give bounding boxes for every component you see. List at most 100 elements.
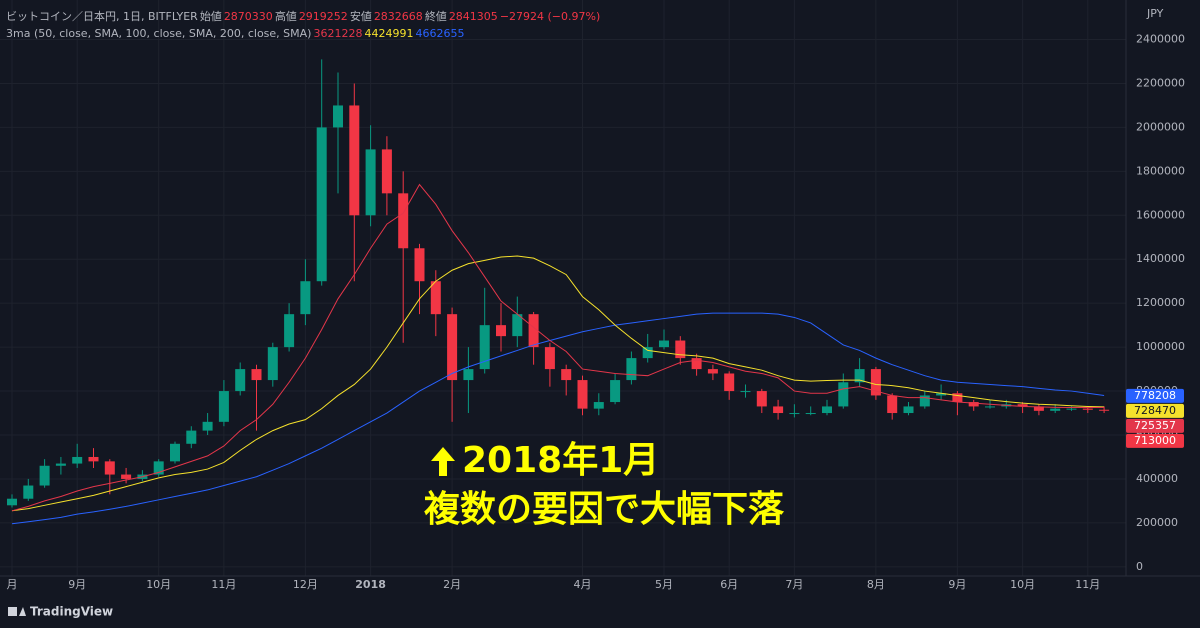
candle-body <box>121 474 132 479</box>
ohlc-name: 始値 <box>199 10 222 23</box>
price-tag <box>1126 403 1184 418</box>
ohlc-name: 高値 <box>274 10 297 23</box>
candle-body <box>724 373 735 392</box>
y-tick-label: 1400000 <box>1136 252 1185 265</box>
candle-body <box>887 395 898 414</box>
candle-body <box>170 443 180 462</box>
candle-body <box>7 498 17 506</box>
candle-body <box>398 193 409 249</box>
x-tick-label: 2月 <box>443 578 461 591</box>
logo-icon <box>19 607 26 616</box>
candle-body <box>968 402 979 407</box>
ohlc-value: 2870330 <box>223 10 273 23</box>
candle-body <box>88 456 99 462</box>
indicator-value: 4662655 <box>415 27 465 40</box>
candle-body <box>55 463 66 466</box>
candle-body <box>626 358 637 381</box>
candle-body <box>267 347 278 381</box>
legend: ビットコイン／日本円, 1日, BITFLYER 始値 2870330 高値 29192… <box>6 8 602 42</box>
candle-body <box>153 461 164 475</box>
y-tick-label: 1200000 <box>1136 296 1185 309</box>
x-tick-label: 8月 <box>867 578 885 591</box>
legend-line: 3ma (50, close, SMA, 100, close, SMA, 20… <box>6 25 602 42</box>
candle-body <box>952 393 963 403</box>
price-tag-label: 728470 <box>1134 404 1176 417</box>
ma-line <box>11 183 1105 512</box>
y-tick-label: 2400000 <box>1136 33 1185 46</box>
brand: TradingView <box>30 605 113 619</box>
ohlc-value: 2841305 <box>448 10 498 23</box>
candle-body <box>496 325 506 337</box>
x-tick-label: 月 <box>7 578 18 591</box>
y-tick-label: 0 <box>1136 560 1143 573</box>
x-tick-label: 11月 <box>1075 578 1100 591</box>
candle-body <box>528 314 539 348</box>
candle-body <box>691 358 702 370</box>
candle-body <box>463 369 474 381</box>
candle-body <box>805 413 816 415</box>
x-tick-label: 7月 <box>785 578 803 591</box>
x-tick-label: 6月 <box>720 578 738 591</box>
y-tick-label: 200000 <box>1136 516 1178 529</box>
candle-body <box>789 413 800 415</box>
candle-body <box>1033 406 1044 411</box>
price-tag-label: 778208 <box>1134 389 1176 402</box>
candle-body <box>610 380 621 403</box>
indicator-value: 3621228 <box>313 27 363 40</box>
candle-body <box>577 380 588 409</box>
annotation: 2018年1月 <box>462 440 659 481</box>
y-tick-label: 1600000 <box>1136 208 1185 221</box>
ma-line <box>11 312 1105 525</box>
candle-body <box>414 248 425 282</box>
x-tick-label: 5月 <box>655 578 673 591</box>
annotation: 複数の要因で大幅下落 <box>424 489 785 530</box>
price-tag-label: 713000 <box>1134 434 1176 447</box>
candle-body <box>854 369 865 383</box>
candle-body <box>870 369 881 396</box>
candle-body <box>544 347 555 370</box>
plot <box>0 0 1126 576</box>
candle-body <box>300 281 311 315</box>
candle-body <box>707 369 718 374</box>
candle-body <box>349 105 360 216</box>
candle-body <box>251 369 262 381</box>
candle-body <box>333 105 343 128</box>
candle-body <box>316 127 327 282</box>
candle-body <box>675 340 686 359</box>
candle-body <box>561 369 572 381</box>
y-tick-label: 2000000 <box>1136 120 1185 133</box>
candle-body <box>284 314 295 348</box>
candle-body <box>479 325 490 370</box>
ohlc-value: 2832668 <box>373 10 423 23</box>
ohlc-name: 安値 <box>349 10 372 23</box>
candle-body <box>39 465 50 486</box>
ma-line <box>11 255 1105 512</box>
candle-body <box>919 395 930 407</box>
x-tick-label: 11月 <box>211 578 236 591</box>
candle-body <box>1050 408 1061 411</box>
x-tick-label: 10月 <box>146 578 171 591</box>
change: −27924 (−0.97%) <box>499 10 601 23</box>
ohlc-value: 2919252 <box>298 10 348 23</box>
candle-body <box>104 461 115 475</box>
x-tick-label: 12月 <box>293 578 318 591</box>
logo: TradingView <box>8 605 113 619</box>
candle-body <box>512 314 523 337</box>
candle-body <box>218 391 229 422</box>
candle-body <box>1066 408 1077 410</box>
price-tag <box>1126 433 1184 448</box>
indicator-name: 3ma (50, close, SMA, 100, close, SMA, 20… <box>6 27 312 40</box>
annotation-arrow <box>431 447 455 476</box>
candle-body <box>1082 408 1093 410</box>
y-tick-label: 2200000 <box>1136 76 1185 89</box>
candle-body <box>186 430 197 444</box>
x-tick-label: 4月 <box>574 578 592 591</box>
x-tick-label: 9月 <box>68 578 86 591</box>
candle-body <box>838 382 849 407</box>
logo-icon <box>8 607 17 616</box>
candle-body <box>1017 404 1028 407</box>
indicator-value: 4424991 <box>364 27 414 40</box>
price-tag <box>1126 418 1184 433</box>
